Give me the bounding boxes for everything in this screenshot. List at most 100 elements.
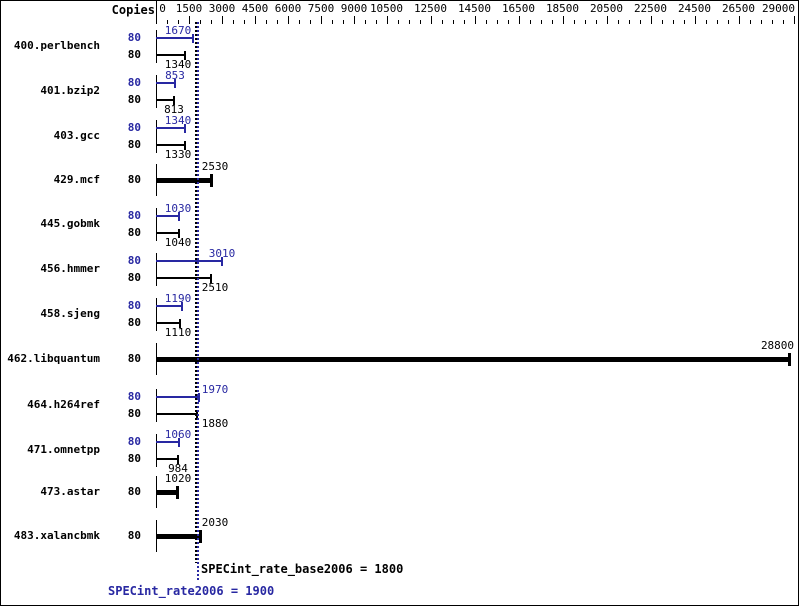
peak-value-label: 1190 (164, 292, 192, 305)
x-tick-label: 10500 (369, 2, 404, 15)
x-minor-tick (618, 20, 619, 24)
benchmark-label: 473.astar (40, 485, 100, 498)
x-minor-tick (420, 20, 421, 24)
x-major-tick (739, 16, 740, 24)
axis-left-separator (156, 1, 157, 24)
base-bar (156, 99, 174, 101)
peak-reference-line (197, 22, 199, 581)
x-major-tick (255, 16, 256, 24)
peak-value-label: 1060 (164, 428, 192, 441)
benchmark-label: 483.xalancbmk (13, 529, 100, 542)
x-minor-tick (376, 20, 377, 24)
bar-start-tick (156, 253, 157, 286)
bar-start-tick (156, 75, 157, 108)
copies-value-base: 80 (127, 271, 141, 284)
x-major-tick (387, 16, 388, 24)
copies-value-base: 80 (127, 407, 141, 420)
x-minor-tick (596, 20, 597, 24)
bar-start-tick (156, 208, 157, 241)
x-tick-label: 20500 (589, 2, 624, 15)
x-minor-tick (706, 20, 707, 24)
peak-bar (156, 82, 175, 84)
x-minor-tick (541, 20, 542, 24)
x-minor-tick (508, 20, 509, 24)
x-minor-tick (244, 20, 245, 24)
base-bar-end-cap (179, 319, 181, 328)
copies-value-peak: 80 (127, 254, 141, 267)
x-minor-tick (310, 20, 311, 24)
peak-bar-end-cap (198, 393, 200, 402)
copies-value-base: 80 (127, 316, 141, 329)
copies-value-peak: 80 (127, 209, 141, 222)
base-bar (156, 277, 211, 279)
x-minor-tick (453, 20, 454, 24)
single-bar-end-cap (788, 353, 791, 366)
x-minor-tick (750, 20, 751, 24)
benchmark-label: 403.gcc (53, 129, 100, 142)
copies-value-peak: 80 (127, 121, 141, 134)
x-minor-tick (728, 20, 729, 24)
peak-bar-end-cap (174, 79, 176, 88)
copies-value-base: 80 (127, 452, 141, 465)
x-minor-tick (772, 20, 773, 24)
x-minor-tick (585, 20, 586, 24)
base-summary-label: SPECint_rate_base2006 = 1800 (201, 562, 404, 576)
single-bar (156, 490, 178, 495)
base-value-label: 1880 (201, 417, 229, 430)
x-minor-tick (409, 20, 410, 24)
base-bar (156, 322, 180, 324)
x-minor-tick (266, 20, 267, 24)
x-major-tick (607, 16, 608, 24)
x-major-tick (519, 16, 520, 24)
x-minor-tick (398, 20, 399, 24)
x-tick-label: 6000 (274, 2, 302, 15)
x-tick-label: 7500 (307, 2, 335, 15)
base-bar (156, 144, 185, 146)
base-bar-end-cap (177, 455, 179, 464)
single-bar-end-cap (199, 530, 202, 543)
x-minor-tick (211, 20, 212, 24)
x-major-tick (222, 16, 223, 24)
peak-bar-end-cap (178, 212, 180, 221)
base-bar-end-cap (184, 51, 186, 60)
x-minor-tick (684, 20, 685, 24)
copies-value-base: 80 (127, 48, 141, 61)
x-major-tick (156, 16, 157, 24)
single-bar (156, 534, 201, 539)
x-minor-tick (178, 20, 179, 24)
copies-column-header: Copies (111, 3, 155, 17)
x-minor-tick (299, 20, 300, 24)
copies-value-peak: 80 (127, 299, 141, 312)
x-minor-tick (673, 20, 674, 24)
x-minor-tick (640, 20, 641, 24)
x-major-tick (354, 16, 355, 24)
x-tick-label: 0 (159, 2, 166, 15)
x-minor-tick (497, 20, 498, 24)
base-bar-end-cap (178, 229, 180, 238)
base-bar (156, 458, 178, 460)
base-bar-end-cap (184, 141, 186, 150)
benchmark-label: 471.omnetpp (27, 443, 100, 456)
benchmark-label: 464.h264ref (27, 398, 100, 411)
x-tick-label: 3000 (208, 2, 236, 15)
base-value-label: 1330 (164, 148, 192, 161)
benchmark-label: 401.bzip2 (40, 84, 100, 97)
copies-value: 80 (127, 173, 141, 186)
base-bar-end-cap (210, 274, 212, 283)
base-bar (156, 413, 197, 415)
benchmark-label: 429.mcf (53, 173, 100, 186)
bar-start-tick (156, 298, 157, 331)
peak-bar (156, 305, 182, 307)
x-tick-label: 26500 (721, 2, 756, 15)
base-bar (156, 54, 185, 56)
benchmark-label: 456.hmmer (40, 262, 100, 275)
x-minor-tick (277, 20, 278, 24)
peak-value-label: 1030 (164, 202, 192, 215)
peak-value-label: 853 (165, 69, 185, 82)
peak-bar (156, 215, 179, 217)
x-tick-label: 18500 (545, 2, 580, 15)
peak-value-label: 1970 (201, 383, 229, 396)
x-minor-tick (200, 20, 201, 24)
copies-value-base: 80 (127, 226, 141, 239)
x-minor-tick (332, 20, 333, 24)
